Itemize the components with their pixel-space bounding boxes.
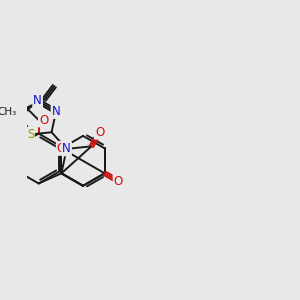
Text: S: S <box>27 128 34 141</box>
Text: O: O <box>114 175 123 188</box>
Text: O: O <box>39 113 48 127</box>
Text: O: O <box>95 126 104 139</box>
Text: O: O <box>57 142 66 155</box>
Text: N: N <box>33 94 42 107</box>
Text: N: N <box>62 142 71 155</box>
Text: N: N <box>52 105 60 118</box>
Text: CH₃: CH₃ <box>0 107 17 117</box>
